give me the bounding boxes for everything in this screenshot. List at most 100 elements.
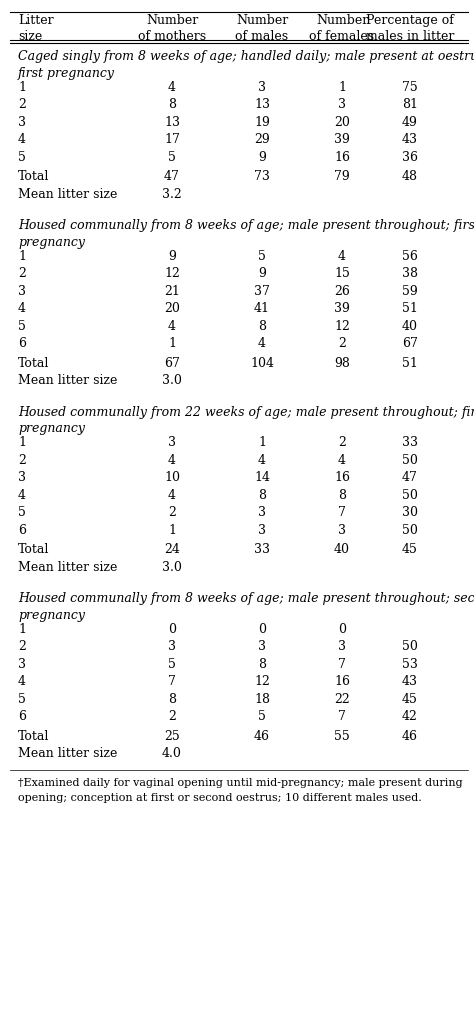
Text: Total: Total [18, 730, 49, 743]
Text: 19: 19 [254, 115, 270, 128]
Text: 8: 8 [258, 488, 266, 501]
Text: 0: 0 [258, 623, 266, 636]
Text: 16: 16 [334, 471, 350, 484]
Text: 3: 3 [258, 524, 266, 537]
Text: 13: 13 [164, 115, 180, 128]
Text: 9: 9 [258, 151, 266, 164]
Text: pregnancy: pregnancy [18, 236, 85, 249]
Text: 50: 50 [402, 524, 418, 537]
Text: 0: 0 [338, 623, 346, 636]
Text: 8: 8 [168, 693, 176, 706]
Text: 40: 40 [402, 319, 418, 333]
Text: 16: 16 [334, 151, 350, 164]
Text: 5: 5 [168, 658, 176, 671]
Text: Caged singly from 8 weeks of age; handled daily; male present at oestrus†;: Caged singly from 8 weeks of age; handle… [18, 50, 474, 63]
Text: 51: 51 [402, 302, 418, 315]
Text: 51: 51 [402, 357, 418, 370]
Text: 50: 50 [402, 488, 418, 501]
Text: 4.0: 4.0 [162, 747, 182, 760]
Text: of mothers: of mothers [138, 30, 206, 43]
Text: 3: 3 [258, 507, 266, 520]
Text: 9: 9 [258, 267, 266, 280]
Text: first pregnancy: first pregnancy [18, 67, 115, 80]
Text: 1: 1 [338, 81, 346, 94]
Text: 3: 3 [168, 640, 176, 653]
Text: 5: 5 [18, 507, 26, 520]
Text: 81: 81 [402, 98, 418, 111]
Text: 20: 20 [164, 302, 180, 315]
Text: Number: Number [316, 14, 368, 27]
Text: 36: 36 [402, 151, 418, 164]
Text: 42: 42 [402, 711, 418, 724]
Text: 3: 3 [338, 524, 346, 537]
Text: 3.0: 3.0 [162, 561, 182, 574]
Text: 67: 67 [402, 337, 418, 350]
Text: 4: 4 [168, 81, 176, 94]
Text: Housed communally from 8 weeks of age; male present throughout; first: Housed communally from 8 weeks of age; m… [18, 219, 474, 233]
Text: 30: 30 [402, 507, 418, 520]
Text: 24: 24 [164, 543, 180, 556]
Text: 8: 8 [168, 98, 176, 111]
Text: Total: Total [18, 357, 49, 370]
Text: 3: 3 [338, 640, 346, 653]
Text: 5: 5 [168, 151, 176, 164]
Text: 4: 4 [338, 454, 346, 467]
Text: 2: 2 [18, 454, 26, 467]
Text: 1: 1 [168, 337, 176, 350]
Text: of males: of males [236, 30, 289, 43]
Text: 3: 3 [258, 640, 266, 653]
Text: 3: 3 [168, 437, 176, 449]
Text: 45: 45 [402, 543, 418, 556]
Text: Mean litter size: Mean litter size [18, 374, 118, 387]
Text: 16: 16 [334, 675, 350, 688]
Text: pregnancy: pregnancy [18, 609, 85, 622]
Text: Total: Total [18, 543, 49, 556]
Text: Number: Number [236, 14, 288, 27]
Text: 3: 3 [18, 658, 26, 671]
Text: 15: 15 [334, 267, 350, 280]
Text: 50: 50 [402, 640, 418, 653]
Text: 79: 79 [334, 170, 350, 183]
Text: 47: 47 [164, 170, 180, 183]
Text: 3: 3 [18, 471, 26, 484]
Text: 43: 43 [402, 133, 418, 146]
Text: 41: 41 [254, 302, 270, 315]
Text: Mean litter size: Mean litter size [18, 747, 118, 760]
Text: 56: 56 [402, 250, 418, 263]
Text: 12: 12 [164, 267, 180, 280]
Text: 1: 1 [18, 623, 26, 636]
Text: Litter: Litter [18, 14, 54, 27]
Text: 39: 39 [334, 133, 350, 146]
Text: 38: 38 [402, 267, 418, 280]
Text: 40: 40 [334, 543, 350, 556]
Text: 1: 1 [18, 81, 26, 94]
Text: 18: 18 [254, 693, 270, 706]
Text: 1: 1 [18, 437, 26, 449]
Text: 73: 73 [254, 170, 270, 183]
Text: 7: 7 [338, 507, 346, 520]
Text: 4: 4 [338, 250, 346, 263]
Text: 13: 13 [254, 98, 270, 111]
Text: 7: 7 [338, 711, 346, 724]
Text: 4: 4 [168, 454, 176, 467]
Text: 9: 9 [168, 250, 176, 263]
Text: 1: 1 [168, 524, 176, 537]
Text: 46: 46 [402, 730, 418, 743]
Text: 29: 29 [254, 133, 270, 146]
Text: 1: 1 [258, 437, 266, 449]
Text: 46: 46 [254, 730, 270, 743]
Text: 2: 2 [18, 640, 26, 653]
Text: 12: 12 [334, 319, 350, 333]
Text: size: size [18, 30, 42, 43]
Text: 3: 3 [258, 81, 266, 94]
Text: Number: Number [146, 14, 198, 27]
Text: Mean litter size: Mean litter size [18, 561, 118, 574]
Text: 26: 26 [334, 285, 350, 297]
Text: 53: 53 [402, 658, 418, 671]
Text: 49: 49 [402, 115, 418, 128]
Text: 45: 45 [402, 693, 418, 706]
Text: 2: 2 [168, 711, 176, 724]
Text: Percentage of: Percentage of [366, 14, 454, 27]
Text: 5: 5 [258, 250, 266, 263]
Text: 6: 6 [18, 711, 26, 724]
